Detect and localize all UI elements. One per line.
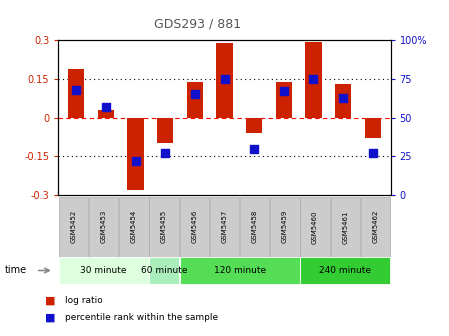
Text: time: time (4, 265, 26, 276)
Text: GSM5455: GSM5455 (161, 210, 167, 243)
Bar (187, 82, 203, 118)
Bar (98, 110, 114, 118)
Point (102, 104, 110, 110)
Text: ■: ■ (45, 296, 55, 306)
Bar (335, 84, 351, 118)
Text: GSM5457: GSM5457 (221, 210, 228, 244)
Text: 240 minute: 240 minute (319, 266, 371, 275)
Point (310, 76, 317, 82)
Point (132, 158, 139, 164)
Point (191, 92, 198, 97)
Text: GSM5461: GSM5461 (342, 210, 348, 244)
Point (339, 95, 347, 100)
Point (221, 76, 228, 82)
Text: 30 minute: 30 minute (80, 266, 127, 275)
Point (280, 89, 287, 94)
Point (369, 151, 376, 156)
Text: GSM5462: GSM5462 (373, 210, 379, 244)
Bar (276, 82, 292, 118)
Bar (128, 118, 144, 190)
Text: 60 minute: 60 minute (141, 266, 187, 275)
Text: GDS293 / 881: GDS293 / 881 (154, 17, 241, 30)
Text: GSM5452: GSM5452 (70, 210, 76, 243)
Point (162, 151, 169, 156)
Bar (305, 42, 321, 118)
Text: log ratio: log ratio (65, 296, 103, 305)
Bar (216, 43, 233, 118)
Text: ■: ■ (45, 312, 55, 323)
Text: 120 minute: 120 minute (214, 266, 266, 275)
Text: GSM5458: GSM5458 (252, 210, 258, 244)
Text: GSM5454: GSM5454 (131, 210, 137, 243)
Bar (68, 69, 84, 118)
Text: GSM5459: GSM5459 (282, 210, 288, 244)
Text: GSM5453: GSM5453 (101, 210, 107, 244)
Bar (365, 118, 381, 138)
Text: GSM5460: GSM5460 (312, 210, 318, 244)
Text: percentile rank within the sample: percentile rank within the sample (65, 313, 218, 322)
Bar (157, 118, 173, 143)
Point (251, 146, 258, 151)
Point (73, 87, 80, 92)
Text: GSM5456: GSM5456 (191, 210, 197, 244)
Bar (246, 118, 262, 133)
